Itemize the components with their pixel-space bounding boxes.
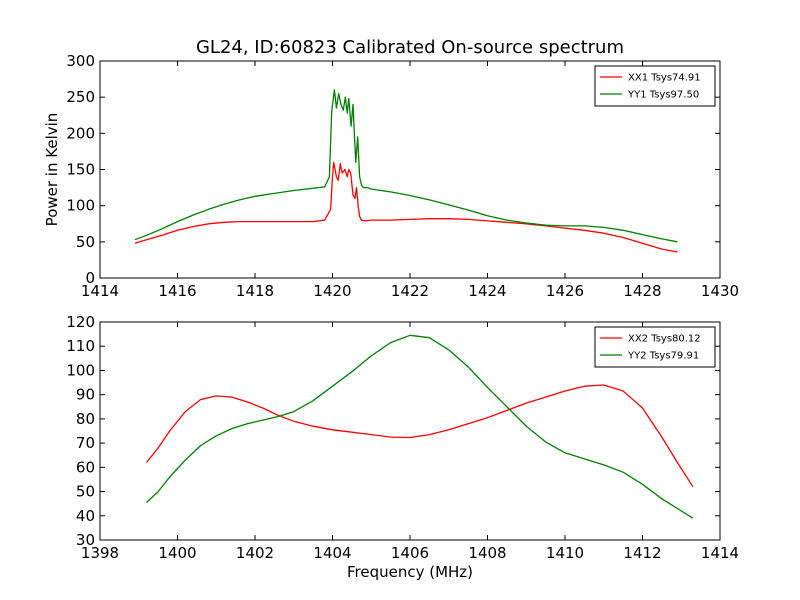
y-tick-label: 150 bbox=[66, 161, 95, 179]
x-tick-label: 1406 bbox=[391, 544, 429, 562]
x-tick-label: 1426 bbox=[546, 282, 584, 300]
x-tick-label: 1404 bbox=[313, 544, 351, 562]
x-tick-label: 1398 bbox=[81, 544, 119, 562]
x-tick-label: 1408 bbox=[468, 544, 506, 562]
legend-box bbox=[594, 326, 716, 368]
plot-area bbox=[145, 334, 694, 519]
series-line-xx2 bbox=[145, 384, 694, 488]
y-tick-label: 60 bbox=[76, 458, 95, 476]
legend-box bbox=[594, 65, 716, 107]
x-tick-label: 1422 bbox=[391, 282, 429, 300]
x-tick-label: 1416 bbox=[158, 282, 196, 300]
x-axis-label: Frequency (MHz) bbox=[347, 563, 473, 581]
y-tick-label: 90 bbox=[76, 386, 95, 404]
legend: XX1 Tsys74.91 YY1 Tsys97.50 bbox=[594, 65, 716, 107]
y-tick-label: 120 bbox=[66, 313, 95, 331]
series-line-yy2 bbox=[146, 334, 694, 519]
legend-entry: XX2 Tsys80.12 bbox=[628, 334, 701, 345]
legend-entry: YY1 Tsys97.50 bbox=[627, 90, 699, 101]
top-spectrum-plot: 1414 1416 1418 1420 1422 1424 1426 1428 1430 0 50 1… bbox=[43, 52, 739, 300]
x-tick-label: 1430 bbox=[701, 282, 739, 300]
y-axis-label: Power in Kelvin bbox=[43, 113, 61, 227]
x-tick-label: 1418 bbox=[236, 282, 274, 300]
legend-entry: YY2 Tsys79.91 bbox=[627, 351, 699, 362]
y-tick-label: 0 bbox=[85, 269, 95, 287]
y-tick-label: 80 bbox=[76, 410, 95, 428]
x-tick-label: 1400 bbox=[158, 544, 196, 562]
x-tick-label: 1424 bbox=[468, 282, 506, 300]
x-tick-label: 1414 bbox=[81, 282, 119, 300]
y-tick-label: 110 bbox=[66, 337, 95, 355]
figure-title: GL24, ID:60823 Calibrated On-source spec… bbox=[196, 37, 624, 58]
y-tick-label: 70 bbox=[76, 434, 95, 452]
y-tick-label: 250 bbox=[66, 88, 95, 106]
y-tick-label: 30 bbox=[76, 531, 95, 549]
series-line-yy1 bbox=[134, 89, 678, 243]
y-tick-label: 100 bbox=[66, 361, 95, 379]
legend-entry: XX1 Tsys74.91 bbox=[628, 73, 701, 84]
y-tick-label: 100 bbox=[66, 197, 95, 215]
y-tick-label: 50 bbox=[76, 483, 95, 501]
y-tick-label: 50 bbox=[76, 233, 95, 251]
x-tick-label: 1410 bbox=[546, 544, 584, 562]
series-line-xx1 bbox=[134, 161, 678, 253]
legend: XX2 Tsys80.12 YY2 Tsys79.91 bbox=[594, 326, 716, 368]
x-tick-label: 1428 bbox=[623, 282, 661, 300]
bottom-spectrum-plot: 1398 1400 1402 1404 1406 1408 1410 1412 1414 30 40… bbox=[66, 313, 739, 581]
y-tick-label: 200 bbox=[66, 124, 95, 142]
y-tick-label: 40 bbox=[76, 507, 95, 525]
x-tick-label: 1412 bbox=[623, 544, 661, 562]
x-tick-label: 1420 bbox=[313, 282, 351, 300]
x-tick-label: 1414 bbox=[701, 544, 739, 562]
x-tick-label: 1402 bbox=[236, 544, 274, 562]
plot-area bbox=[134, 89, 678, 253]
y-tick-label: 300 bbox=[66, 52, 95, 70]
